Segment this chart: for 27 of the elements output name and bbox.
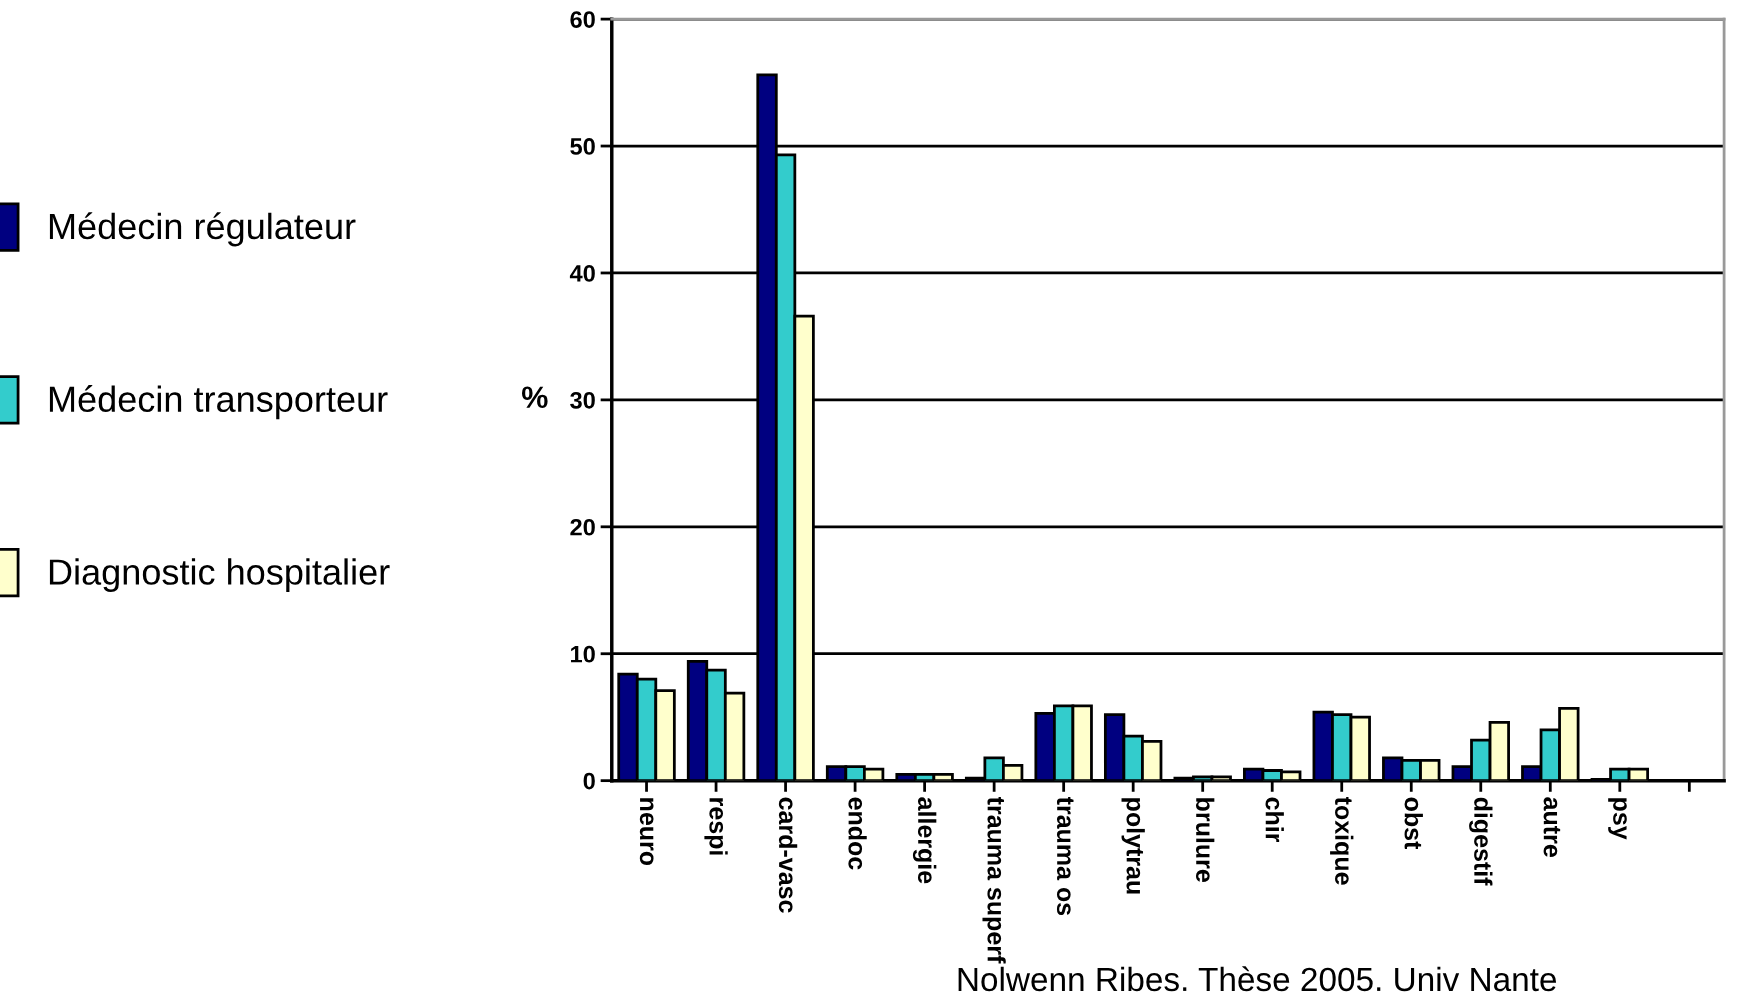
y-tick-label: 50 [570, 138, 595, 155]
x-tick-label: brulure [1195, 798, 1215, 882]
legend-label: Médecin régulateur [49, 212, 356, 247]
y-tick-label: 0 [583, 772, 595, 790]
x-tick-label: autre [1543, 797, 1561, 857]
y-axis-title: % [522, 386, 548, 409]
y-tick-label: 10 [571, 645, 595, 663]
y-tick-label: 60 [570, 11, 595, 28]
x-tick-label: endoc [848, 797, 867, 870]
legend-label: Médecin transporteur [49, 385, 388, 420]
x-tick-label: obst [1404, 797, 1423, 850]
y-tick-label: 30 [570, 391, 595, 409]
legend-label: Diagnostic hospitalier [49, 558, 390, 592]
x-tick-label: toxique [1330, 796, 1354, 885]
y-tick-label: 40 [569, 265, 595, 282]
x-tick-label: neuro [639, 798, 654, 866]
text: Nolwenn Ribes. Thèse 2005. Univ Nante [958, 966, 1557, 992]
x-tick-label: digestif [1469, 797, 1493, 886]
x-tick-label: allergie [912, 797, 937, 884]
x-tick-label: trauma superf [982, 796, 1006, 964]
x-tick-label: polytrau [1121, 798, 1145, 894]
x-tick-label: card-vasc [778, 797, 798, 913]
y-tick-label: 20 [570, 518, 595, 536]
x-tick-label: chir [1265, 797, 1284, 843]
x-tick-label: respi [704, 798, 728, 855]
x-tick-label: trauma os [1056, 796, 1074, 916]
x-tick-label: psy [1608, 798, 1627, 840]
